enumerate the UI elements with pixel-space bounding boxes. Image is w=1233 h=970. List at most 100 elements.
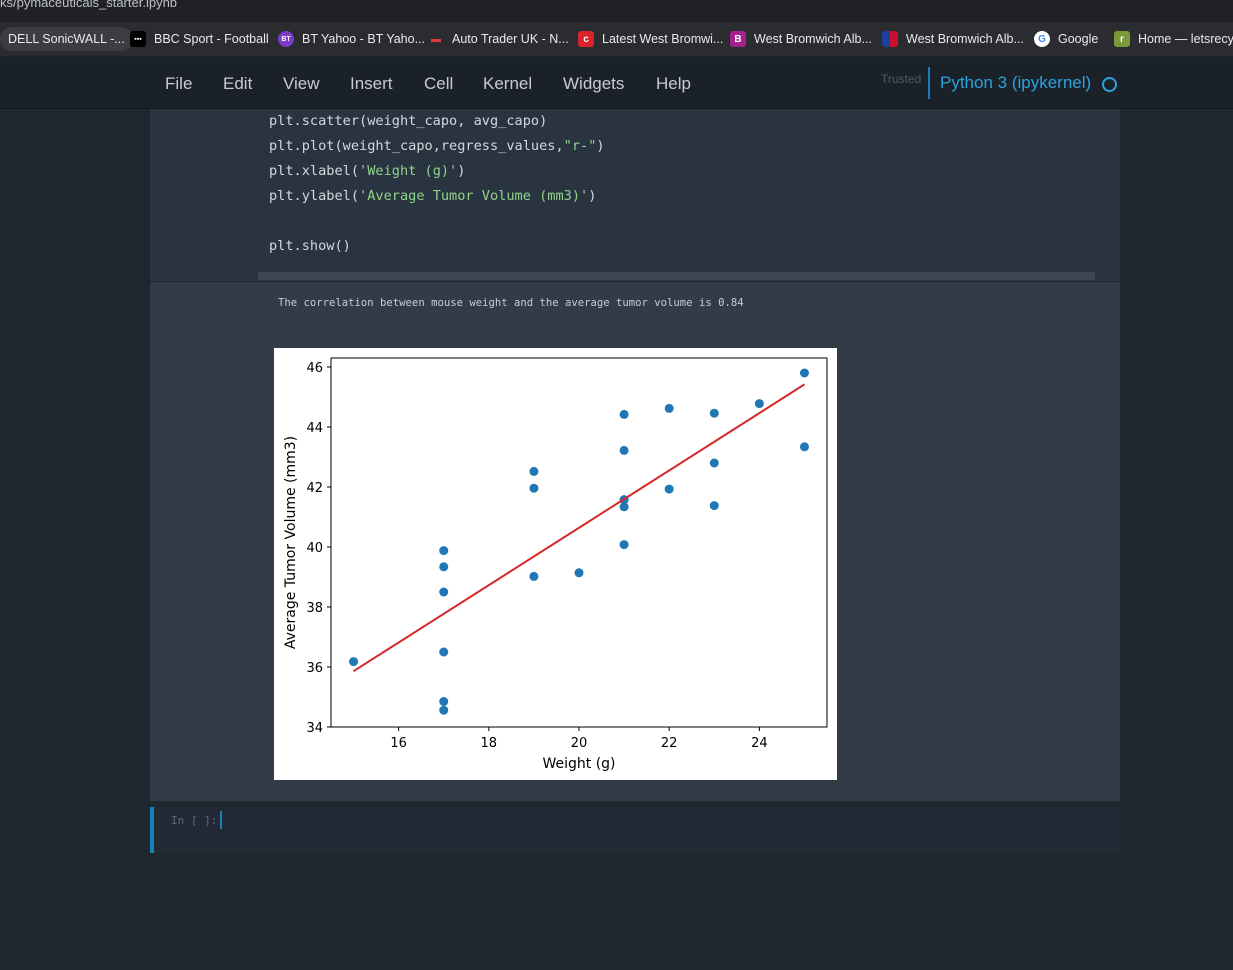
output-area: The correlation between mouse weight and…: [150, 282, 1120, 801]
stdout-text: The correlation between mouse weight and…: [278, 297, 744, 309]
scatter-point: [439, 705, 449, 715]
scatter-point: [574, 568, 584, 578]
menu-insert[interactable]: Insert: [350, 74, 393, 93]
scatter-point: [529, 571, 539, 581]
kernel-separator: [928, 67, 930, 99]
bookmark-label: Auto Trader UK - N...: [452, 32, 569, 46]
y-axis-label: Average Tumor Volume (mm3): [283, 436, 299, 649]
bookmark-item[interactable]: B West Bromwich Alb...: [722, 27, 880, 51]
scatter-point: [439, 647, 449, 657]
x-axis-label: Weight (g): [542, 756, 615, 772]
wba-news-icon: c: [578, 31, 594, 47]
menu-edit[interactable]: Edit: [223, 74, 253, 93]
cell-prompt: In [ ]:: [171, 814, 218, 827]
bt-icon: BT: [278, 31, 294, 47]
bookmark-label: West Bromwich Alb...: [754, 32, 872, 46]
code-line: plt.xlabel('Weight (g)'): [269, 160, 605, 185]
cell-scrollbar[interactable]: [258, 272, 1095, 280]
x-tick-label: 24: [751, 736, 768, 751]
regression-line: [353, 383, 805, 673]
bookmark-label: BT Yahoo - BT Yaho...: [302, 32, 425, 46]
scatter-point: [619, 409, 629, 419]
flag-icon: [882, 31, 898, 47]
code-token: plt.show(): [269, 238, 351, 254]
bookmark-item[interactable]: ▪▪▪ BBC Sport - Football: [122, 27, 277, 51]
scatter-point: [619, 502, 629, 512]
bookmark-item[interactable]: DELL SonicWALL -...: [0, 27, 133, 51]
y-tick-label: 36: [306, 661, 323, 676]
scatter-point: [664, 403, 674, 413]
scatter-point: [439, 587, 449, 597]
code-editor[interactable]: plt.scatter(weight_capo, avg_capo) plt.pl…: [269, 110, 605, 260]
scatter-point: [754, 399, 764, 409]
bookmark-item[interactable]: West Bromwich Alb...: [874, 27, 1032, 51]
scatter-point: [619, 540, 629, 550]
scatter-point: [709, 458, 719, 468]
scatter-point: [664, 484, 674, 494]
letsrecycle-icon: r: [1114, 31, 1130, 47]
bookmark-item[interactable]: BT BT Yahoo - BT Yaho...: [270, 27, 433, 51]
scatter-point: [619, 445, 629, 455]
code-token: ): [596, 138, 605, 154]
code-token: plt.ylabel(: [269, 188, 360, 204]
menu-cell[interactable]: Cell: [424, 74, 454, 93]
y-tick-label: 40: [306, 541, 323, 556]
y-tick-label: 42: [306, 481, 323, 496]
scatter-point: [439, 697, 449, 706]
menu-kernel[interactable]: Kernel: [483, 74, 533, 93]
bookmark-item[interactable]: ▬ Auto Trader UK - N...: [420, 27, 577, 51]
scatter-point: [709, 501, 719, 511]
bbc-icon: ▪▪▪: [130, 31, 146, 47]
menu-view[interactable]: View: [283, 74, 320, 93]
bookmark-label: Latest West Bromwi...: [602, 32, 724, 46]
x-tick-label: 20: [571, 736, 588, 751]
code-line: plt.show(): [269, 235, 605, 260]
bookmarks-bar: DELL SonicWALL -... ▪▪▪ BBC Sport - Footba…: [0, 22, 1233, 56]
code-line: plt.plot(weight_capo,regress_values,"r-"…: [269, 135, 605, 160]
autotrader-icon: ▬: [431, 33, 441, 45]
x-tick-label: 16: [390, 736, 407, 751]
code-line: plt.ylabel('Average Tumor Volume (mm3)'): [269, 185, 605, 210]
scatter-point: [709, 408, 719, 418]
code-string: 'Average Tumor Volume (mm3)': [359, 188, 589, 204]
bookmark-item[interactable]: r Home — letsrecycl: [1106, 27, 1233, 51]
y-tick-label: 46: [306, 361, 323, 376]
trusted-indicator[interactable]: Trusted: [881, 72, 922, 86]
code-token: ): [588, 188, 597, 204]
x-tick-label: 18: [481, 736, 498, 751]
y-tick-label: 38: [306, 601, 323, 616]
menu-file[interactable]: File: [165, 74, 193, 93]
code-token: ): [457, 163, 466, 179]
scatter-point: [799, 368, 809, 378]
bookmark-label: Home — letsrecycl: [1138, 32, 1233, 46]
code-string: 'Weight (g)': [359, 163, 458, 179]
plot-figure: 16 18 20 22 24 34 36 38 40 42 44 46 Weight (g) Averag…: [274, 348, 837, 780]
bookmark-label: DELL SonicWALL -...: [8, 32, 125, 46]
kernel-name[interactable]: Python 3 (ipykernel): [940, 73, 1092, 92]
code-string: "r-": [563, 138, 597, 154]
code-line: plt.scatter(weight_capo, avg_capo): [269, 110, 605, 135]
menubar: File Edit View Insert Cell Kernel Widget…: [0, 57, 1233, 109]
wba-b-icon: B: [730, 31, 746, 47]
scatter-point: [349, 657, 359, 667]
code-cell[interactable]: plt.scatter(weight_capo, avg_capo) plt.pl…: [150, 109, 1120, 281]
google-icon: G: [1034, 31, 1050, 47]
scatter-point: [529, 483, 539, 493]
menu-widgets[interactable]: Widgets: [563, 74, 625, 93]
bookmark-label: Google: [1058, 32, 1099, 46]
y-tick-label: 34: [306, 721, 323, 736]
text-cursor: [220, 811, 222, 829]
code-token: plt.plot(weight_capo,regress_values,: [269, 138, 564, 154]
menu-help[interactable]: Help: [656, 74, 691, 93]
kernel-idle-icon: [1102, 77, 1117, 92]
bookmark-item[interactable]: c Latest West Bromwi...: [570, 27, 731, 51]
code-line: [269, 210, 605, 235]
code-token: plt.scatter(weight_capo, avg_capo): [269, 113, 548, 129]
address-bar[interactable]: ks/pymaceuticals_starter.ipynb: [0, 0, 1233, 22]
bookmark-item[interactable]: G Google: [1026, 27, 1106, 51]
url-text: ks/pymaceuticals_starter.ipynb: [0, 0, 178, 10]
empty-code-cell[interactable]: In [ ]:: [150, 807, 1120, 853]
scatter-point: [529, 466, 539, 476]
scatter-point: [439, 562, 449, 572]
bookmark-label: BBC Sport - Football: [154, 32, 269, 46]
